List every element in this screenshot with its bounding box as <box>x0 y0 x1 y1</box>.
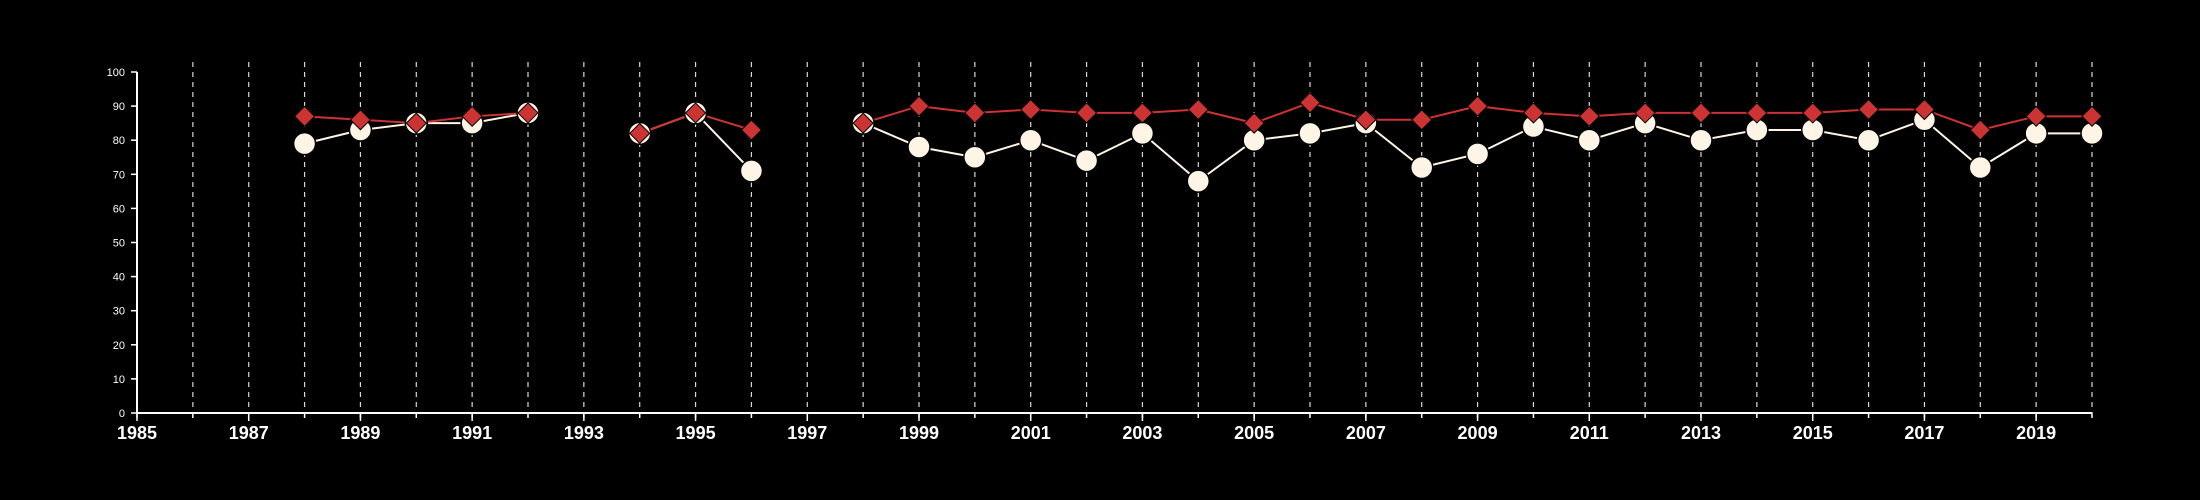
series <box>292 91 2104 193</box>
grid <box>192 62 2093 413</box>
data-point-diamond <box>293 105 316 128</box>
y-tick-label: 100 <box>107 67 125 79</box>
data-point-diamond <box>1020 98 1042 121</box>
x-tick-label: 1987 <box>229 423 269 443</box>
data-point-circle <box>1018 128 1043 152</box>
data-point-diamond <box>1466 95 1489 117</box>
data-point-circle <box>1856 128 1881 152</box>
series-circle-segment <box>694 112 753 172</box>
series-diamond-segment <box>1421 105 1478 121</box>
series-diamond-segment <box>1253 101 1311 125</box>
x-tick-label: 2017 <box>1904 423 1944 443</box>
data-point-circle <box>963 145 987 169</box>
data-point-diamond <box>1075 102 1098 124</box>
data-point-diamond <box>1355 109 1377 131</box>
data-point-diamond <box>1578 105 1600 128</box>
data-point-diamond <box>1746 102 1768 124</box>
x-tick-label: 2011 <box>1570 423 1609 443</box>
series-circle-segment <box>1365 122 1423 169</box>
data-point-circle <box>1130 121 1155 146</box>
data-point-circle <box>1074 148 1099 173</box>
data-point-circle <box>1298 121 1322 146</box>
data-point-circle <box>292 131 317 156</box>
y-tick-label: 30 <box>113 306 125 318</box>
data-point-diamond <box>1802 102 1824 124</box>
data-point-diamond <box>2025 105 2047 128</box>
data-point-diamond <box>1187 98 1209 121</box>
data-point-diamond <box>349 109 372 131</box>
x-tick-label: 2003 <box>1122 423 1162 443</box>
y-tick-label: 50 <box>113 238 125 250</box>
data-point-circle <box>907 135 931 159</box>
data-point-diamond <box>852 112 874 134</box>
x-tick-label: 1993 <box>564 423 604 443</box>
data-point-circle <box>1186 169 1211 193</box>
data-point-diamond <box>1411 109 1433 131</box>
x-tick-label: 2009 <box>1458 423 1498 443</box>
data-point-circle <box>739 159 764 183</box>
x-tick-label: 1999 <box>899 423 939 443</box>
data-point-diamond <box>740 119 763 141</box>
x-tick-label: 2013 <box>1681 423 1721 443</box>
x-tick-label: 2005 <box>1234 423 1274 443</box>
y-tick-label: 80 <box>113 135 125 147</box>
data-point-circle <box>1689 128 1713 152</box>
data-point-circle <box>1465 142 1490 166</box>
series-circle-segment <box>1141 132 1199 182</box>
x-tick-label: 2019 <box>2016 423 2056 443</box>
x-tick-label: 2001 <box>1011 423 1051 443</box>
data-point-diamond <box>964 102 986 124</box>
data-point-diamond <box>1969 119 1991 141</box>
data-point-diamond <box>1243 112 1265 134</box>
data-point-diamond <box>1522 102 1545 124</box>
data-point-diamond <box>517 102 539 124</box>
y-tick-label: 10 <box>113 374 125 386</box>
y-tick-label: 40 <box>113 272 125 284</box>
data-point-diamond <box>629 122 651 145</box>
data-point-diamond <box>405 112 427 134</box>
x-tick-label: 1989 <box>340 423 380 443</box>
data-point-circle <box>1577 128 1602 152</box>
data-point-circle <box>1409 155 1434 180</box>
series-diamond-segment <box>1980 115 2037 131</box>
data-point-diamond <box>908 95 930 117</box>
series-diamond-segment <box>1198 108 1255 125</box>
data-point-circle <box>1968 155 1993 180</box>
data-point-diamond <box>1857 98 1880 121</box>
y-tick-label: 90 <box>113 101 125 113</box>
x-tick-label: 1995 <box>676 423 716 443</box>
y-tick-label: 20 <box>113 340 125 352</box>
data-point-diamond <box>1690 102 1712 124</box>
axes: 0 10 20 30 40 50 60 70 80 90 100 1985 1987 1989 1991 19… <box>107 67 2093 443</box>
x-tick-label: 1997 <box>787 423 827 443</box>
data-point-diamond <box>461 105 483 128</box>
data-point-diamond <box>1131 102 1154 124</box>
y-tick-label: 60 <box>113 203 125 215</box>
data-point-diamond <box>1299 91 1321 114</box>
data-point-diamond <box>2081 105 2103 128</box>
data-point-diamond <box>1913 98 1936 121</box>
x-tick-label: 1991 <box>452 423 492 443</box>
series-circle-segment <box>1923 118 1981 169</box>
y-tick-label: 70 <box>113 169 125 181</box>
y-tick-label: 0 <box>119 408 125 420</box>
data-point-diamond <box>1634 102 1656 124</box>
x-tick-label: 2015 <box>1793 423 1833 443</box>
x-tick-label: 1985 <box>117 423 157 443</box>
x-tick-label: 2007 <box>1346 423 1386 443</box>
data-point-diamond <box>684 102 707 124</box>
